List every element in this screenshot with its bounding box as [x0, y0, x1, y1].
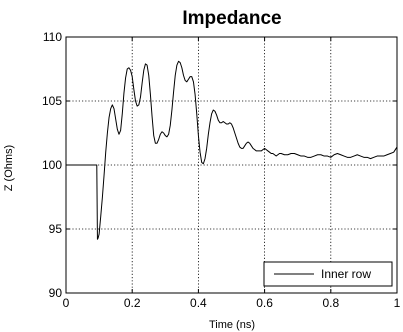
y-tick-label: 90	[49, 286, 63, 300]
chart-title: Impedance	[182, 8, 281, 29]
y-tick-label: 100	[42, 158, 62, 172]
axis-ticks: 0 0.2 0.4 0.6 0.8 1 90 95 100 105 110	[42, 30, 401, 310]
x-tick-label: 1	[394, 296, 401, 310]
y-tick-label: 110	[43, 30, 62, 44]
x-tick-label: 0.2	[124, 296, 141, 310]
y-tick-label: 95	[49, 222, 63, 236]
x-tick-label: 0.6	[256, 296, 273, 310]
y-axis-label: Z (Ohms)	[3, 145, 15, 191]
series-layer	[66, 60, 398, 240]
x-tick-label: 0	[63, 296, 70, 310]
series-line-inner-row	[66, 60, 398, 240]
legend-entry-inner-row: Inner row	[321, 267, 371, 281]
x-tick-label: 0.4	[190, 296, 207, 310]
x-tick-label: 0.8	[322, 296, 339, 310]
y-tick-label: 105	[42, 94, 62, 108]
legend: Inner row	[263, 261, 393, 287]
x-axis-label: Time (ns)	[209, 319, 255, 331]
